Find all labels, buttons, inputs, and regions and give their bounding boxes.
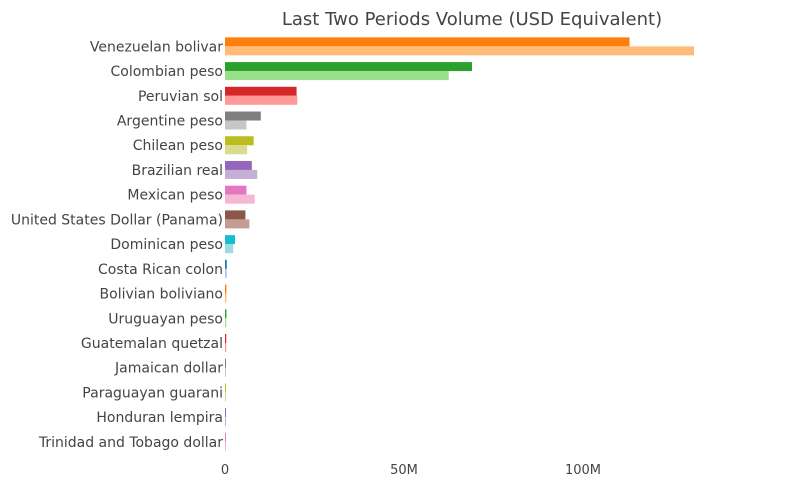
- bar-colombian-peso-period-1: [225, 62, 473, 72]
- bar-bolivian-boliviano-period-2: [225, 293, 227, 303]
- category-label: Jamaican dollar: [114, 361, 223, 377]
- bar-trinidad-and-tobago-dollar-period-1: [225, 432, 226, 442]
- category-label: Mexican peso: [127, 188, 223, 204]
- bar-paraguayan-guarani-period-2: [225, 392, 226, 402]
- bars-group: [225, 37, 694, 451]
- chart-title: Last Two Periods Volume (USD Equivalent): [282, 9, 662, 30]
- category-label: Trinidad and Tobago dollar: [38, 435, 223, 451]
- bar-trinidad-and-tobago-dollar-period-2: [225, 441, 226, 451]
- x-tick-label: 50M: [390, 463, 418, 478]
- category-label: Colombian peso: [111, 64, 223, 80]
- bar-brazilian-real-period-1: [225, 160, 252, 170]
- x-axis-ticks: 0 50M 100M: [221, 463, 601, 478]
- bar-dominican-peso-period-2: [225, 244, 234, 254]
- bar-bolivian-boliviano-period-1: [225, 284, 227, 294]
- category-label: Brazilian real: [132, 163, 223, 179]
- category-label: Costa Rican colon: [98, 262, 223, 278]
- bar-uruguayan-peso-period-1: [225, 309, 227, 319]
- bar-colombian-peso-period-2: [225, 71, 449, 81]
- category-label: United States Dollar (Panama): [11, 212, 223, 228]
- bar-argentine-peso-period-2: [225, 120, 247, 130]
- bar-venezuelan-bolivar-period-2: [225, 46, 694, 56]
- category-label: Paraguayan guarani: [82, 385, 223, 401]
- category-label: Peruvian sol: [138, 89, 223, 105]
- category-label: Guatemalan quetzal: [81, 336, 223, 352]
- bar-peruvian-sol-period-2: [225, 95, 298, 105]
- bar-peruvian-sol-period-1: [225, 86, 297, 96]
- category-label: Dominican peso: [110, 237, 223, 253]
- bar-argentine-peso-period-1: [225, 111, 261, 121]
- bar-united-states-dollar-panama-period-1: [225, 210, 246, 220]
- bar-guatemalan-quetzal-period-2: [225, 343, 227, 352]
- bar-uruguayan-peso-period-2: [225, 318, 227, 328]
- category-label: Chilean peso: [133, 138, 223, 154]
- bar-mexican-peso-period-2: [225, 194, 255, 204]
- bar-chilean-peso-period-1: [225, 136, 254, 146]
- bar-honduran-lempira-period-2: [225, 417, 226, 427]
- category-label: Honduran lempira: [96, 410, 223, 426]
- bar-guatemalan-quetzal-period-1: [225, 334, 227, 343]
- bar-mexican-peso-period-1: [225, 185, 247, 195]
- category-label: Bolivian boliviano: [100, 287, 223, 303]
- bar-jamaican-dollar-period-1: [225, 358, 226, 368]
- bar-costa-rican-colon-period-1: [225, 259, 227, 269]
- bar-jamaican-dollar-period-2: [225, 367, 226, 377]
- bar-united-states-dollar-panama-period-2: [225, 219, 250, 229]
- category-label: Uruguayan peso: [108, 311, 223, 327]
- x-tick-label: 0: [221, 463, 229, 478]
- category-labels: Venezuelan bolivar Colombian peso Peruvian…: [11, 39, 223, 451]
- x-tick-label: 100M: [565, 463, 601, 478]
- bar-paraguayan-guarani-period-1: [225, 383, 226, 393]
- bar-honduran-lempira-period-1: [225, 408, 226, 418]
- bar-dominican-peso-period-1: [225, 235, 236, 245]
- bar-venezuelan-bolivar-period-1: [225, 37, 630, 47]
- category-label: Argentine peso: [117, 114, 223, 130]
- bar-costa-rican-colon-period-2: [225, 268, 227, 278]
- bar-chilean-peso-period-2: [225, 145, 248, 155]
- bar-brazilian-real-period-2: [225, 169, 258, 179]
- category-label: Venezuelan bolivar: [90, 39, 223, 55]
